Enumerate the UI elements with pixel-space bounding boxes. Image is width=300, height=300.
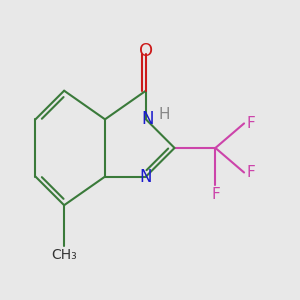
- Text: F: F: [246, 165, 255, 180]
- Text: N: N: [140, 168, 152, 186]
- Text: O: O: [139, 42, 153, 60]
- Text: H: H: [159, 107, 170, 122]
- Text: F: F: [211, 187, 220, 202]
- Text: N: N: [142, 110, 154, 128]
- Text: F: F: [246, 116, 255, 131]
- Text: CH₃: CH₃: [51, 248, 77, 262]
